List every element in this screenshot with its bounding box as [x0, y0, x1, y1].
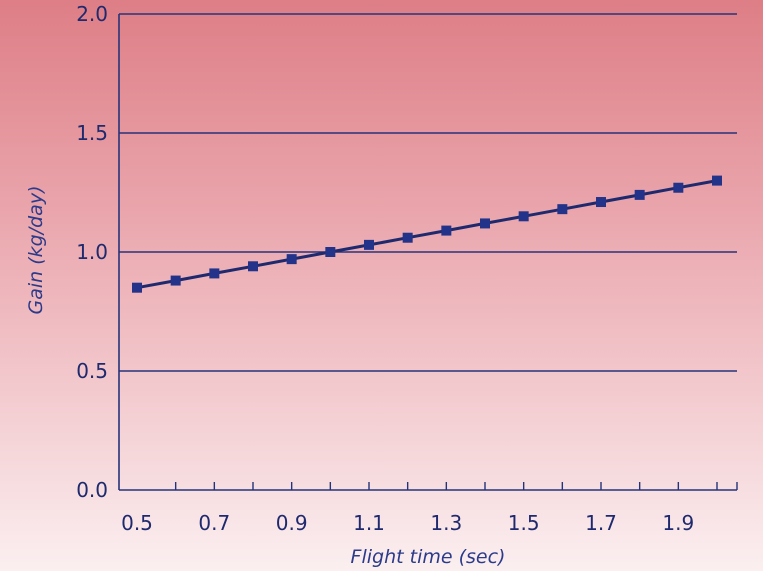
y-tick-label: 0.0 [76, 478, 108, 502]
y-tick-label: 1.5 [76, 121, 108, 145]
data-point [673, 182, 684, 193]
data-point [518, 211, 529, 222]
x-tick-label: 1.9 [662, 511, 694, 535]
data-point [170, 275, 181, 286]
y-tick-label: 2.0 [76, 2, 108, 26]
series-line [136, 179, 718, 290]
data-point [596, 197, 606, 208]
x-tick-label: 1.7 [585, 511, 617, 535]
x-tick-label: 0.9 [276, 511, 308, 535]
y-tick-labels: 0.0 0.5 1.0 1.5 2.0 [76, 2, 108, 502]
data-point [712, 175, 722, 186]
x-tick-labels: 0.5 0.7 0.9 1.1 1.3 1.5 1.7 1.9 [121, 511, 694, 535]
data-point [441, 225, 452, 236]
data-point [132, 282, 142, 293]
data-point [364, 239, 374, 250]
y-axis-label: Gain (kg/day) [25, 186, 47, 315]
data-point [402, 232, 413, 243]
x-tick-label: 1.1 [353, 511, 385, 535]
data-point [286, 254, 297, 265]
gridlines [119, 13, 737, 372]
series-layer [132, 175, 722, 293]
axes [118, 14, 738, 491]
x-tick-label: 1.3 [430, 511, 462, 535]
data-point [634, 189, 645, 200]
data-point [209, 268, 220, 279]
data-point [480, 218, 490, 229]
x-tick-label: 0.5 [121, 511, 153, 535]
data-point [248, 261, 258, 272]
x-axis-label: Flight time (sec) [351, 546, 506, 568]
y-tick-label: 1.0 [76, 240, 108, 264]
y-tick-label: 0.5 [76, 359, 108, 383]
x-tick-label: 0.7 [198, 511, 230, 535]
data-point [325, 247, 336, 257]
data-point [557, 204, 568, 215]
x-tick-label: 1.5 [508, 511, 540, 535]
